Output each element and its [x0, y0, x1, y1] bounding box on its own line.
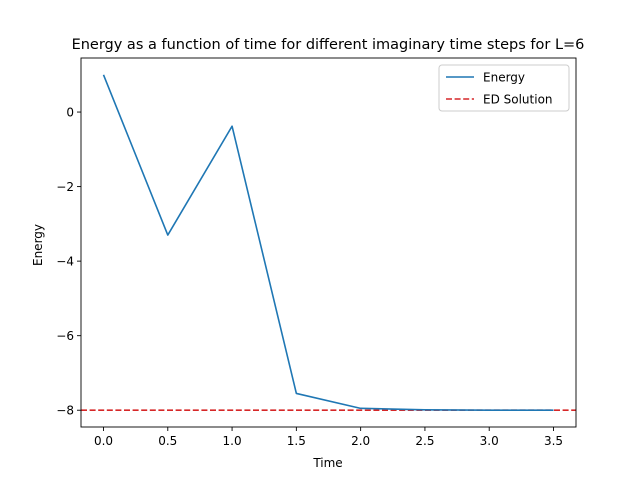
y-tick-label: −2 [56, 180, 74, 194]
y-axis-label: Energy [31, 224, 45, 266]
y-tick-label: 0 [66, 106, 74, 120]
y-tick-label: −6 [56, 329, 74, 343]
x-tick-label: 3.0 [480, 434, 499, 448]
x-tick-label: 2.5 [415, 434, 434, 448]
chart-title: Energy as a function of time for differe… [72, 37, 585, 53]
x-tick-label: 3.5 [544, 434, 563, 448]
x-tick-label: 2.0 [351, 434, 370, 448]
energy-series-line [102, 74, 554, 412]
legend-label-energy: Energy [483, 71, 525, 85]
y-tick-label: −8 [56, 404, 74, 418]
x-axis-label: Time [312, 456, 342, 470]
plot-frame [80, 57, 577, 428]
y-tick-label: −4 [56, 255, 74, 269]
x-tick-label: 1.5 [287, 434, 306, 448]
x-tick-label: 1.0 [223, 434, 242, 448]
legend-label-ed-solution: ED Solution [483, 93, 553, 107]
x-tick-label: 0.5 [158, 434, 177, 448]
legend: Energy ED Solution [438, 64, 570, 112]
x-tick-label: 0.0 [94, 434, 113, 448]
